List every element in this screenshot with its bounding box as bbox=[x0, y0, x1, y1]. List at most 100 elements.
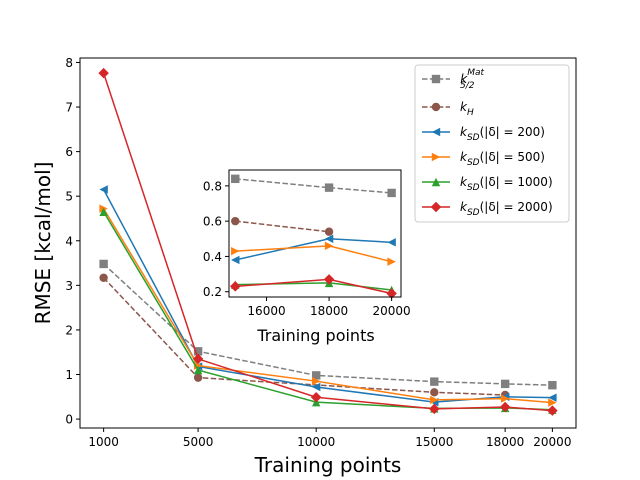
data-point bbox=[324, 183, 334, 192]
x-tick-label: 10000 bbox=[297, 435, 335, 449]
data-point bbox=[192, 353, 204, 365]
legend-swatch-marker bbox=[431, 152, 441, 162]
inset-axes-frame bbox=[228, 169, 402, 298]
inset-chart: 16000 18000 20000 0.2 0.4 0.6 0.8 Training po… bbox=[203, 169, 411, 345]
main-axes-frame bbox=[79, 57, 577, 429]
y-tick-label: 0.2 bbox=[203, 285, 222, 299]
series-line bbox=[235, 178, 392, 194]
data-point bbox=[548, 393, 557, 402]
series-k_5/2^Mat bbox=[231, 174, 396, 198]
data-point bbox=[99, 185, 108, 194]
x-tick-label: 18000 bbox=[486, 435, 524, 449]
legend-entry-k_SD(|δ|=2000): kSD(|δ| = 2000) bbox=[422, 200, 553, 218]
data-point bbox=[310, 391, 322, 403]
legend-entry-k_5/2^Mat: kMat 5/2 bbox=[422, 68, 484, 91]
x-tick-label: 18000 bbox=[310, 304, 348, 318]
data-point bbox=[99, 273, 108, 282]
data-point bbox=[324, 234, 334, 243]
inset-x-ticks: 16000 18000 20000 bbox=[247, 297, 411, 318]
inset-plot-area bbox=[230, 174, 397, 299]
legend-label: kMat 5/2 bbox=[460, 68, 484, 91]
inset-x-axis-title: Training points bbox=[256, 326, 374, 345]
legend-entries: kMat 5/2 kH kSD(|δ| = 200) kSD(|δ| = 500) kSD… bbox=[422, 68, 553, 218]
x-tick-label: 5000 bbox=[183, 435, 214, 449]
series-line bbox=[102, 189, 553, 403]
data-point bbox=[429, 403, 440, 415]
x-tick-label: 20000 bbox=[373, 304, 411, 318]
y-tick-label: 0 bbox=[65, 413, 73, 427]
series-line bbox=[102, 72, 553, 412]
data-point bbox=[500, 379, 510, 389]
main-chart: 1000 5000 10000 15000 18000 20000 0 1 2 3 4 5 6 7 8 T… bbox=[31, 56, 577, 477]
data-point bbox=[193, 373, 203, 382]
data-point bbox=[311, 371, 321, 380]
data-point bbox=[430, 395, 439, 405]
data-point bbox=[430, 377, 439, 386]
data-point bbox=[387, 257, 396, 266]
series-line bbox=[102, 208, 553, 404]
y-tick-label: 5 bbox=[65, 190, 73, 204]
y-tick-label: 7 bbox=[65, 101, 73, 115]
legend-entry-k_SD(|δ|=200): kSD(|δ| = 200) bbox=[422, 125, 545, 143]
data-point bbox=[430, 388, 439, 397]
legend-swatch-marker bbox=[431, 102, 441, 112]
data-point bbox=[387, 238, 396, 247]
data-point bbox=[231, 174, 240, 184]
main-y-ticks: 0 1 2 3 4 5 6 7 8 bbox=[65, 56, 80, 427]
legend-label: kSD(|δ| = 500) bbox=[460, 150, 545, 168]
legend-entry-k_SD(|δ|=1000): kSD(|δ| = 1000) bbox=[422, 175, 553, 193]
y-tick-label: 8 bbox=[65, 56, 73, 70]
legend-swatch-marker bbox=[431, 74, 441, 84]
y-tick-label: 6 bbox=[65, 145, 73, 159]
data-point bbox=[499, 401, 511, 413]
y-tick-label: 0.6 bbox=[203, 215, 222, 229]
series-k_SD(|δ|=200) bbox=[99, 185, 557, 407]
data-point bbox=[311, 376, 321, 386]
y-tick-label: 4 bbox=[65, 234, 73, 248]
main-y-axis-title: RMSE [kcal/mol] bbox=[31, 162, 55, 325]
data-point bbox=[231, 255, 240, 265]
x-tick-label: 1000 bbox=[88, 435, 119, 449]
legend-entry-k_SD(|δ|=500): kSD(|δ| = 500) bbox=[422, 150, 545, 168]
legend-swatch-marker bbox=[431, 127, 441, 137]
data-point bbox=[386, 288, 397, 299]
data-point bbox=[98, 67, 109, 79]
legend-label: kSD(|δ| = 2000) bbox=[460, 200, 553, 218]
data-point bbox=[387, 188, 396, 198]
legend: kMat 5/2 kH kSD(|δ| = 200) kSD(|δ| = 500) kSD… bbox=[414, 64, 570, 223]
y-tick-label: 0.4 bbox=[203, 250, 222, 264]
legend-entry-k_H: kH bbox=[422, 100, 474, 118]
series-k_SD(|δ|=500) bbox=[231, 241, 396, 266]
data-point bbox=[323, 274, 335, 285]
legend-swatch-marker bbox=[431, 177, 441, 187]
y-tick-label: 0.8 bbox=[203, 179, 222, 193]
data-point bbox=[547, 405, 558, 416]
data-point bbox=[231, 246, 240, 256]
data-point bbox=[548, 381, 557, 390]
data-point bbox=[324, 241, 334, 251]
data-point bbox=[230, 281, 241, 292]
data-point bbox=[193, 365, 203, 375]
data-point bbox=[231, 216, 240, 226]
main-x-ticks: 1000 5000 10000 15000 18000 20000 bbox=[88, 428, 571, 449]
series-k_SD(|δ|=200) bbox=[231, 234, 396, 265]
data-point bbox=[500, 394, 510, 403]
series-k_SD(|δ|=2000) bbox=[98, 67, 558, 416]
series-k_SD(|δ|=2000) bbox=[230, 274, 397, 299]
data-point bbox=[193, 347, 203, 356]
data-point bbox=[99, 259, 108, 269]
x-tick-label: 16000 bbox=[247, 304, 285, 318]
legend-swatch-marker bbox=[430, 201, 442, 213]
legend-box bbox=[414, 64, 570, 223]
data-point bbox=[324, 227, 334, 236]
main-plot-area bbox=[98, 67, 558, 416]
main-x-axis-title: Training points bbox=[254, 453, 402, 477]
y-tick-label: 3 bbox=[65, 279, 73, 293]
series-k_H bbox=[231, 216, 334, 236]
data-point bbox=[311, 382, 321, 392]
inset-y-ticks: 0.2 0.4 0.6 0.8 bbox=[203, 179, 229, 299]
legend-label: kSD(|δ| = 1000) bbox=[460, 175, 553, 193]
inset-background bbox=[229, 170, 401, 297]
data-point bbox=[99, 207, 108, 216]
